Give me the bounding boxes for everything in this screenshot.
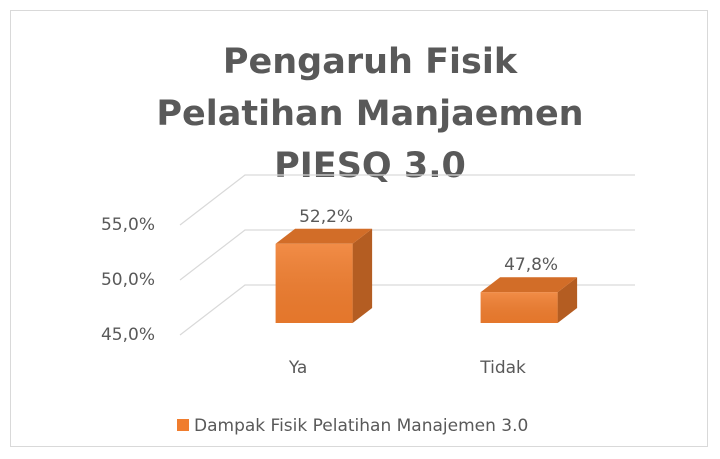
bar-gloss	[275, 243, 353, 323]
legend-label: Dampak Fisik Pelatihan Manajemen 3.0	[194, 416, 528, 436]
bar-top-shade	[275, 228, 373, 244]
legend-swatch	[177, 419, 189, 431]
y-tick-label: 50,0%	[101, 270, 155, 290]
grid-line	[179, 229, 635, 281]
x-tick-label: Tidak	[479, 358, 526, 378]
chart-title: Pengaruh Fisik Pelatihan Manjaemen PIESQ…	[156, 42, 584, 186]
y-tick-label: 45,0%	[101, 325, 155, 345]
bar-top	[480, 277, 578, 293]
y-tick-label: 55,0%	[101, 215, 155, 235]
bar-top-shade	[480, 277, 578, 293]
bar-side	[352, 228, 373, 323]
bar-side-shade	[557, 277, 578, 323]
bar-side	[557, 277, 578, 323]
bar-top	[275, 228, 373, 244]
chart-frame	[10, 10, 708, 447]
value-label: 47,8%	[504, 255, 558, 275]
value-label: 52,2%	[299, 207, 353, 227]
x-tick-label: Ya	[288, 358, 307, 378]
grid-line	[179, 174, 635, 226]
bar-side-shade	[352, 228, 373, 323]
bar-gloss	[480, 292, 558, 323]
